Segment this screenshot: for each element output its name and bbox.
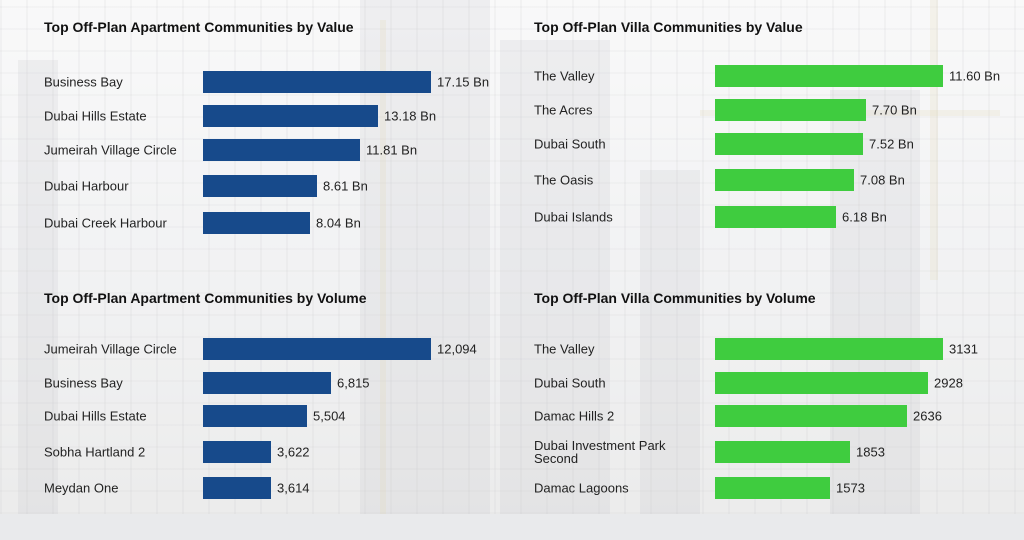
chart-villa-value: Top Off-Plan Villa Communities by Value … [534, 19, 1024, 269]
category-label: Dubai Creek Harbour [44, 215, 167, 231]
value-label: 3,614 [277, 480, 310, 496]
category-label: Dubai Hills Estate [44, 108, 147, 124]
bar [203, 139, 360, 161]
bar [715, 206, 836, 228]
bar [715, 99, 866, 121]
category-label: Jumeirah Village Circle [44, 341, 177, 357]
category-label: Dubai Investment Park Second [534, 438, 666, 466]
chart-title: Top Off-Plan Villa Communities by Volume [534, 290, 816, 306]
bar [715, 441, 850, 463]
bar [203, 372, 331, 394]
value-label: 12,094 [437, 341, 477, 357]
value-label: 11.81 Bn [366, 142, 418, 158]
category-label: The Oasis [534, 172, 594, 188]
category-label: The Acres [534, 102, 593, 118]
category-label: Jumeirah Village Circle [44, 142, 177, 158]
bar [715, 338, 943, 360]
value-label: 6.18 Bn [842, 209, 887, 225]
bar [715, 65, 943, 87]
value-label: 2928 [934, 375, 963, 391]
value-label: 6,815 [337, 375, 370, 391]
chart-title: Top Off-Plan Apartment Communities by Vo… [44, 290, 367, 306]
value-label: 17.15 Bn [437, 74, 490, 90]
bar [715, 405, 907, 427]
bar [715, 477, 830, 499]
bar [203, 175, 317, 197]
chart-apartment-volume: Top Off-Plan Apartment Communities by Vo… [44, 290, 544, 540]
value-label: 7.70 Bn [872, 102, 917, 118]
value-label: 1853 [856, 444, 885, 460]
category-label: Dubai Islands [534, 209, 613, 225]
category-label: Business Bay [44, 74, 123, 90]
value-label: 5,504 [313, 408, 346, 424]
category-label: The Valley [534, 68, 595, 84]
category-label: Dubai Harbour [44, 178, 129, 194]
bar [715, 169, 854, 191]
bar [203, 405, 307, 427]
value-label: 11.60 Bn [949, 68, 1001, 84]
category-label: Meydan One [44, 480, 119, 496]
category-label: The Valley [534, 341, 595, 357]
value-label: 8.61 Bn [323, 178, 368, 194]
category-label: Sobha Hartland 2 [44, 444, 146, 460]
category-label: Dubai Hills Estate [44, 408, 147, 424]
chart-title: Top Off-Plan Villa Communities by Value [534, 19, 803, 35]
category-label: Dubai South [534, 136, 606, 152]
category-label: Business Bay [44, 375, 123, 391]
value-label: 13.18 Bn [384, 108, 437, 124]
chart-title: Top Off-Plan Apartment Communities by Va… [44, 19, 354, 35]
bar [203, 477, 271, 499]
bar [715, 133, 863, 155]
bar [203, 105, 378, 127]
bar [203, 441, 271, 463]
value-label: 1573 [836, 480, 865, 496]
category-label: Damac Hills 2 [534, 408, 615, 424]
value-label: 2636 [913, 408, 942, 424]
bar [203, 338, 431, 360]
value-label: 3131 [949, 341, 978, 357]
value-label: 8.04 Bn [316, 215, 361, 231]
chart-apartment-value: Top Off-Plan Apartment Communities by Va… [44, 19, 544, 269]
bar [715, 372, 928, 394]
value-label: 7.08 Bn [860, 172, 905, 188]
value-label: 7.52 Bn [869, 136, 914, 152]
category-label: Dubai South [534, 375, 606, 391]
category-label: Damac Lagoons [534, 480, 629, 496]
bar [203, 71, 431, 93]
value-label: 3,622 [277, 444, 310, 460]
bar [203, 212, 310, 234]
chart-villa-volume: Top Off-Plan Villa Communities by Volume… [534, 290, 1024, 540]
